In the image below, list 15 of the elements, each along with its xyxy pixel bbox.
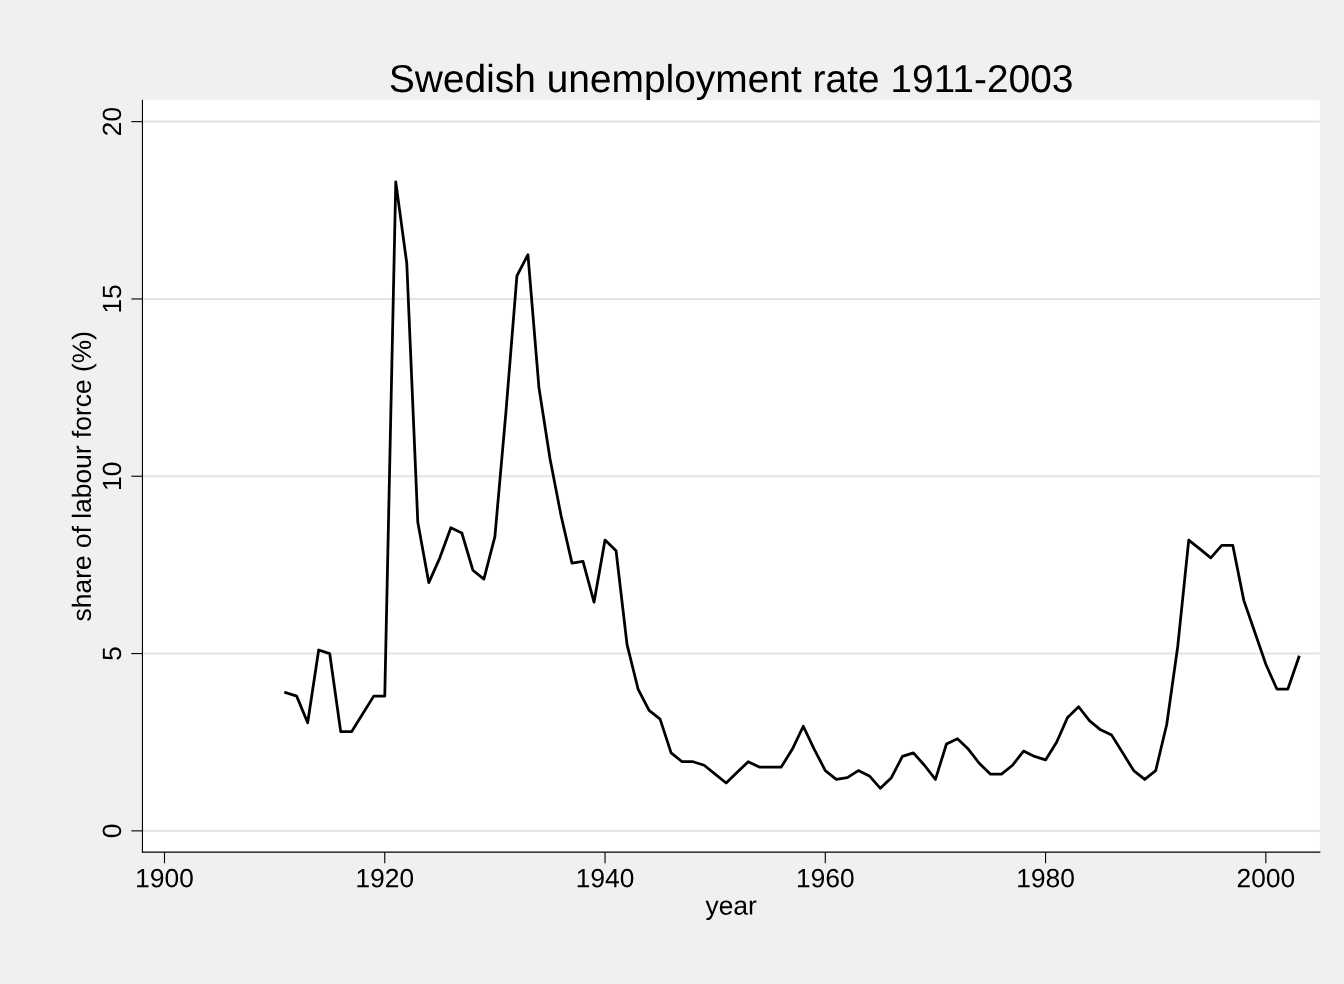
y-tick-label: 5 [102, 647, 122, 660]
x-tick-label: 1900 [137, 868, 193, 888]
x-tick-label: 1920 [357, 868, 414, 888]
y-tick-label: 0 [102, 824, 122, 838]
y-tick-label: 10 [102, 462, 122, 489]
chart-title: Swedish unemployment rate 1911-2003 [390, 63, 1072, 101]
y-tick-label: 15 [102, 285, 122, 312]
x-tick-label: 2000 [1237, 868, 1295, 888]
y-tick-label: 20 [102, 108, 122, 135]
x-tick-label: 1980 [1018, 868, 1074, 888]
y-axis-title: share of labour force (%) [71, 332, 97, 621]
line-series [284, 180, 1301, 790]
x-axis-title: year [705, 900, 757, 921]
x-tick-label: 1960 [797, 868, 854, 888]
x-tick-label: 1940 [577, 868, 634, 888]
